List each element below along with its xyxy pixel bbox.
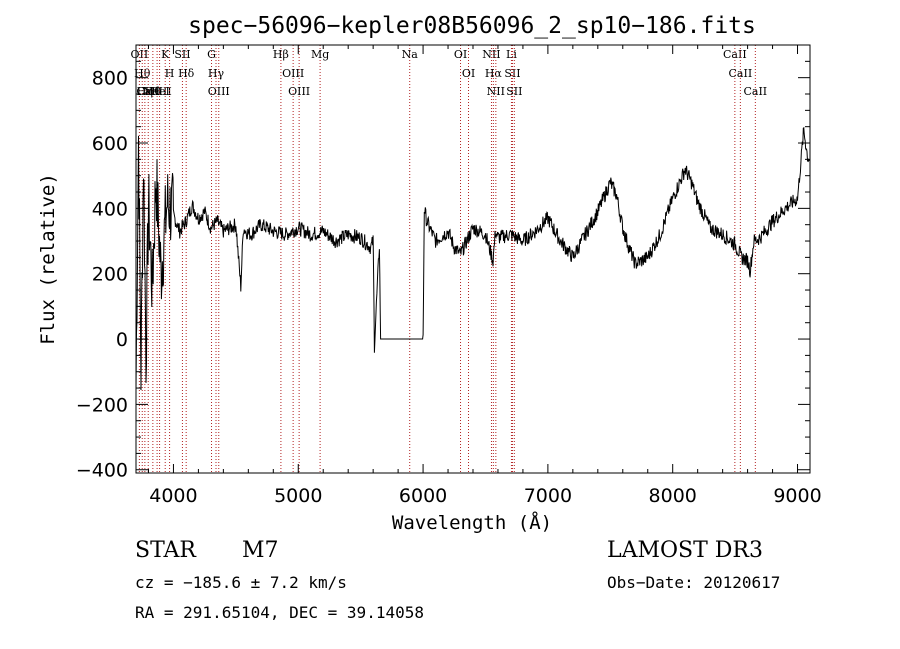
- emission-lines-layer: OIIHθHηCaIIHθNeIIIHeIKHSIIHδGHγOIIIHβOII…: [131, 45, 767, 473]
- line-label: SII: [504, 67, 520, 80]
- chart-title: spec−56096−kepler08B56096_2_sp10−186.fit…: [188, 13, 756, 39]
- line-label: NII: [487, 85, 505, 98]
- line-label: NeIII: [143, 85, 172, 98]
- line-label: CaII: [743, 85, 767, 98]
- spectrum-layer: [135, 126, 811, 391]
- line-label: Mg: [311, 48, 329, 61]
- object-class: STAR: [135, 538, 196, 563]
- redshift-cz: cz = −185.6 ± 7.2 km/s: [135, 573, 347, 592]
- line-label: Hθ: [134, 67, 151, 80]
- observation-date: Obs−Date: 20120617: [607, 573, 781, 592]
- object-subclass: M7: [242, 538, 279, 563]
- line-label: Hθ: [145, 85, 162, 98]
- line-label: Hη: [137, 85, 153, 98]
- y-tick-label: −200: [76, 394, 128, 416]
- y-axis-label: Flux (relative): [37, 173, 59, 345]
- y-tick-label: 800: [92, 68, 128, 90]
- axis-ticks: 4000 5000 6000 7000 8000 9000 −400 −200 0 200 400 6…: [76, 45, 822, 507]
- y-tick-label: 600: [92, 133, 128, 155]
- x-tick-label: 5000: [274, 485, 322, 507]
- line-label: Li: [506, 48, 517, 61]
- line-label: OIII: [288, 85, 310, 98]
- line-label: G: [207, 48, 216, 61]
- line-label: Hβ: [273, 48, 289, 61]
- line-label: SII: [174, 48, 190, 61]
- y-tick-label: 0: [116, 329, 128, 351]
- y-tick-label: −400: [76, 460, 128, 482]
- line-label: K: [161, 48, 170, 61]
- ra-dec-coordinates: RA = 291.65104, DEC = 39.14058: [135, 603, 424, 622]
- x-tick-label: 8000: [649, 485, 697, 507]
- line-label: CaII: [723, 48, 747, 61]
- x-tick-label: 7000: [524, 485, 572, 507]
- line-label: OI: [454, 48, 467, 61]
- line-label: OIII: [282, 67, 304, 80]
- line-label: Hα: [485, 67, 503, 80]
- line-label: OI: [462, 67, 475, 80]
- x-tick-label: 4000: [149, 485, 197, 507]
- y-tick-label: 400: [92, 198, 128, 220]
- y-tick-label: 200: [92, 264, 128, 286]
- line-label: SII: [506, 85, 522, 98]
- plot-frame: [135, 44, 811, 474]
- line-label: NII: [482, 48, 500, 61]
- x-axis-label: Wavelength (Å): [392, 511, 552, 534]
- line-label: H: [165, 67, 175, 80]
- line-label: HeI: [149, 85, 169, 98]
- line-label: Hγ: [208, 67, 225, 80]
- x-tick-label: 6000: [399, 485, 447, 507]
- line-label: CaII: [729, 67, 753, 80]
- line-label: OIII: [208, 85, 230, 98]
- line-label: Na: [402, 48, 419, 61]
- x-tick-label: 9000: [773, 485, 821, 507]
- spectrum-line: [135, 126, 811, 391]
- survey-name: LAMOST DR3: [607, 538, 763, 563]
- line-label: Hδ: [178, 67, 195, 80]
- line-label: OII: [131, 48, 149, 61]
- line-label: CaII: [136, 85, 160, 98]
